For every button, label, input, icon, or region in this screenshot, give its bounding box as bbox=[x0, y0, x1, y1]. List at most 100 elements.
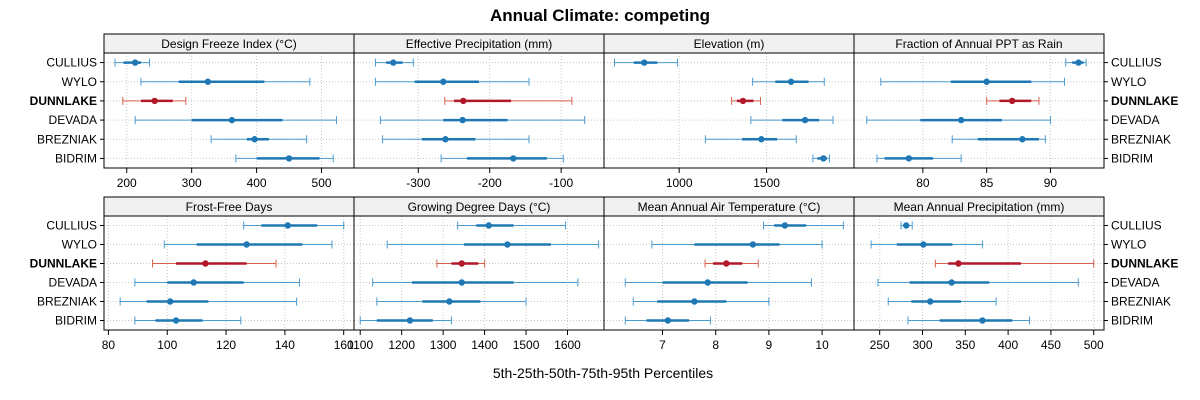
site-interval bbox=[376, 297, 527, 306]
site-interval bbox=[763, 221, 844, 230]
site-label-right: BREZNIAK bbox=[1111, 295, 1171, 309]
panel-title: Design Freeze Index (°C) bbox=[161, 37, 297, 51]
x-tick-label: 300 bbox=[182, 176, 202, 190]
x-tick-label: 500 bbox=[312, 176, 332, 190]
site-interval bbox=[436, 259, 486, 268]
median-point bbox=[749, 241, 757, 248]
site-interval bbox=[951, 135, 1046, 144]
x-tick-label: 160 bbox=[334, 338, 354, 352]
site-interval bbox=[750, 116, 834, 125]
x-tick-label: 85 bbox=[980, 176, 994, 190]
x-tick-label: 1200 bbox=[388, 338, 415, 352]
site-interval bbox=[243, 221, 345, 230]
median-point bbox=[166, 298, 174, 305]
median-point bbox=[664, 317, 672, 324]
median-point bbox=[920, 241, 927, 248]
panel-title: Effective Precipitation (mm) bbox=[406, 37, 553, 51]
site-interval bbox=[880, 77, 1065, 86]
median-point bbox=[251, 136, 258, 143]
median-point bbox=[190, 279, 197, 286]
x-tick-label: 1000 bbox=[666, 176, 693, 190]
x-tick-label: 500 bbox=[1084, 338, 1104, 352]
site-interval bbox=[374, 58, 414, 67]
median-point bbox=[979, 317, 986, 324]
panel: Mean Annual Air Temperature (°C) 7 8 9 10 bbox=[603, 196, 855, 352]
site-label-right: WYLO bbox=[1111, 75, 1146, 89]
x-tick-label: 7 bbox=[659, 338, 666, 352]
site-interval bbox=[624, 278, 812, 287]
site-label-left: BIDRIM bbox=[55, 314, 97, 328]
x-tick-label: 140 bbox=[275, 338, 295, 352]
site-label-right: CULLIUS bbox=[1111, 56, 1162, 70]
plot-frame bbox=[603, 215, 855, 331]
median-point bbox=[390, 59, 397, 66]
site-label-right: DEVADA bbox=[1111, 276, 1159, 290]
site-interval bbox=[870, 240, 983, 249]
median-point bbox=[485, 222, 492, 229]
median-point bbox=[458, 279, 465, 286]
median-point bbox=[739, 97, 747, 105]
site-interval bbox=[382, 135, 530, 144]
median-point bbox=[440, 78, 447, 85]
median-point bbox=[204, 78, 212, 85]
site-label-left: DEVADA bbox=[49, 113, 97, 127]
x-tick-label: 8 bbox=[712, 338, 719, 352]
site-interval bbox=[613, 58, 678, 67]
site-label-right: BREZNIAK bbox=[1111, 132, 1171, 146]
x-tick-label: -100 bbox=[549, 176, 573, 190]
site-interval bbox=[235, 154, 334, 163]
site-interval bbox=[134, 316, 242, 325]
panel-title: Mean Annual Precipitation (mm) bbox=[894, 200, 1065, 214]
site-interval bbox=[440, 154, 564, 163]
site-interval bbox=[372, 278, 579, 287]
site-interval bbox=[134, 116, 337, 125]
median-point bbox=[228, 116, 236, 124]
x-tick-label: 350 bbox=[955, 338, 975, 352]
x-tick-label: 1300 bbox=[430, 338, 457, 352]
panel: Mean Annual Precipitation (mm) 250 300 350 4… bbox=[853, 196, 1105, 352]
site-label-right: DEVADA bbox=[1111, 113, 1159, 127]
plot-frame bbox=[853, 52, 1105, 169]
median-point bbox=[284, 222, 292, 229]
plot-frame bbox=[353, 52, 605, 169]
panel-title: Frost-Free Days bbox=[186, 200, 273, 214]
x-tick-label: 1400 bbox=[471, 338, 498, 352]
site-interval bbox=[907, 316, 1031, 325]
site-label-right: BIDRIM bbox=[1111, 314, 1153, 328]
site-interval bbox=[122, 96, 187, 105]
x-tick-label: 120 bbox=[216, 338, 236, 352]
median-point bbox=[1019, 136, 1026, 143]
plot-frame bbox=[103, 215, 355, 331]
median-point bbox=[704, 279, 711, 286]
median-point bbox=[955, 260, 962, 267]
median-point bbox=[905, 155, 913, 162]
panel-title: Fraction of Annual PPT as Rain bbox=[895, 37, 1062, 51]
x-tick-label: 300 bbox=[912, 338, 932, 352]
site-label-right: BIDRIM bbox=[1111, 151, 1153, 165]
site-interval bbox=[934, 259, 1095, 268]
site-label-left: BREZNIAK bbox=[37, 295, 97, 309]
site-label-left: CULLIUS bbox=[46, 56, 97, 70]
site-interval bbox=[877, 278, 1079, 287]
site-interval bbox=[359, 316, 452, 325]
median-point bbox=[458, 260, 465, 267]
median-point bbox=[460, 97, 467, 105]
x-tick-label: 1600 bbox=[554, 338, 581, 352]
site-label-left: BREZNIAK bbox=[37, 132, 97, 146]
x-tick-label: 9 bbox=[766, 338, 773, 352]
median-point bbox=[243, 241, 250, 248]
panel-title: Mean Annual Air Temperature (°C) bbox=[638, 200, 821, 214]
median-point bbox=[903, 222, 910, 229]
median-point bbox=[442, 136, 449, 143]
site-label-right: CULLIUS bbox=[1111, 219, 1162, 233]
x-tick-label: 250 bbox=[870, 338, 890, 352]
x-tick-label: 80 bbox=[916, 176, 930, 190]
site-label-left: WYLO bbox=[62, 75, 97, 89]
median-point bbox=[131, 59, 139, 66]
x-tick-label: 90 bbox=[1044, 176, 1058, 190]
x-tick-label: 400 bbox=[247, 176, 267, 190]
site-label-right: DUNNLAKE bbox=[1111, 257, 1178, 271]
median-point bbox=[172, 317, 180, 324]
median-point bbox=[758, 136, 765, 143]
